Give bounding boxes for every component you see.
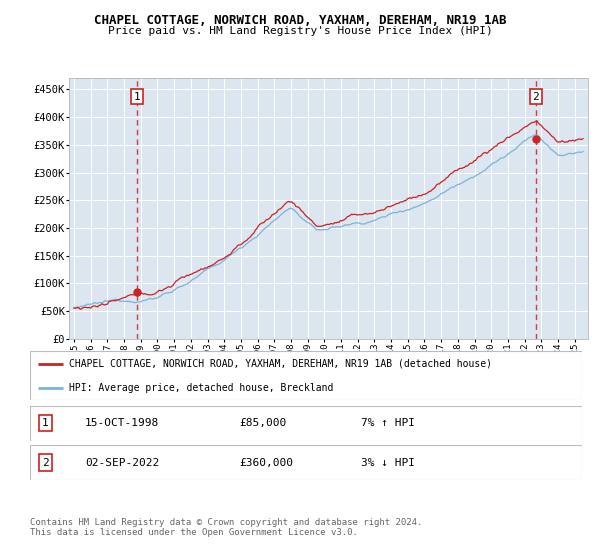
Text: 1: 1 xyxy=(134,92,140,101)
Text: 15-OCT-1998: 15-OCT-1998 xyxy=(85,418,160,428)
Text: Contains HM Land Registry data © Crown copyright and database right 2024.
This d: Contains HM Land Registry data © Crown c… xyxy=(30,518,422,538)
Text: 1: 1 xyxy=(42,418,49,428)
Text: Price paid vs. HM Land Registry's House Price Index (HPI): Price paid vs. HM Land Registry's House … xyxy=(107,26,493,36)
Text: 7% ↑ HPI: 7% ↑ HPI xyxy=(361,418,415,428)
Text: £85,000: £85,000 xyxy=(240,418,287,428)
Text: CHAPEL COTTAGE, NORWICH ROAD, YAXHAM, DEREHAM, NR19 1AB (detached house): CHAPEL COTTAGE, NORWICH ROAD, YAXHAM, DE… xyxy=(68,359,491,369)
Text: 2: 2 xyxy=(532,92,539,101)
Text: 2: 2 xyxy=(42,458,49,468)
Text: HPI: Average price, detached house, Breckland: HPI: Average price, detached house, Brec… xyxy=(68,382,333,393)
Text: 3% ↓ HPI: 3% ↓ HPI xyxy=(361,458,415,468)
Text: 02-SEP-2022: 02-SEP-2022 xyxy=(85,458,160,468)
Text: £360,000: £360,000 xyxy=(240,458,294,468)
Text: CHAPEL COTTAGE, NORWICH ROAD, YAXHAM, DEREHAM, NR19 1AB: CHAPEL COTTAGE, NORWICH ROAD, YAXHAM, DE… xyxy=(94,14,506,27)
